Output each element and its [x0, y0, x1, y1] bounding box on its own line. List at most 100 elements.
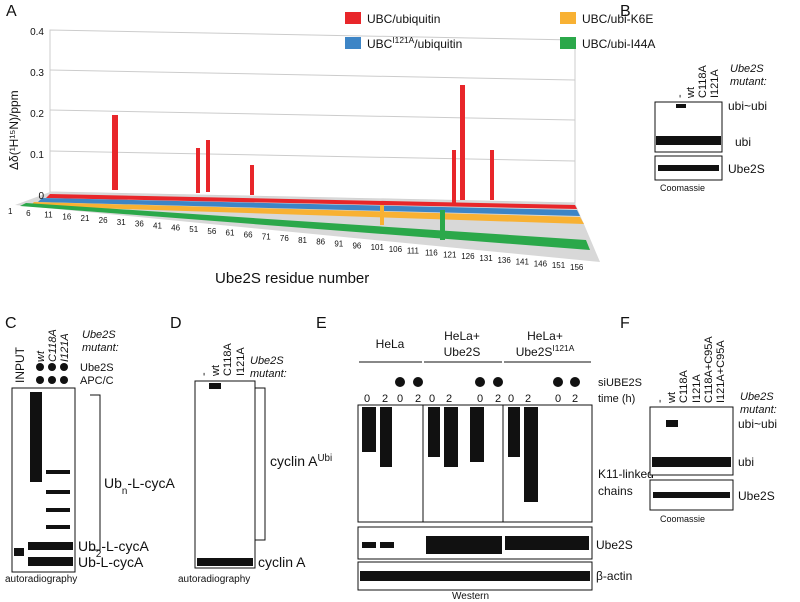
y-tick-label: 0.4 — [30, 27, 44, 38]
band — [676, 104, 686, 108]
text-part: cyclin A — [258, 554, 306, 570]
x-tick-label: 131 — [479, 254, 493, 263]
x-tick-label: 101 — [371, 243, 385, 252]
y-tick-label: 0.3 — [30, 68, 44, 79]
x-tick-label: 76 — [280, 234, 289, 243]
legend-swatch — [560, 12, 576, 24]
x-tick-label: 66 — [244, 230, 253, 239]
text-part: UBC — [367, 37, 393, 51]
lane-label: wt — [666, 392, 678, 404]
x-tick-label: 71 — [262, 232, 271, 241]
x-tick-label: 106 — [389, 245, 403, 254]
row-label: time (h) — [598, 393, 635, 405]
subscript: 2 — [96, 549, 101, 560]
y-tick-label: 0.1 — [30, 150, 44, 161]
legend-swatch — [345, 37, 361, 49]
x-tick-label: 136 — [497, 256, 511, 265]
y-tick-label: 0 — [38, 191, 44, 202]
row-label: APC/C — [80, 375, 114, 387]
band-label: Ube2S — [738, 489, 775, 503]
grid — [49, 69, 576, 162]
group-label: Ube2S — [444, 345, 481, 359]
x-tick-label: 56 — [207, 227, 216, 236]
group-label: HeLa — [376, 337, 405, 351]
band — [652, 457, 731, 467]
x-tick-label: 151 — [552, 261, 566, 270]
time-label: 2 — [382, 393, 388, 405]
text-part: UBC/ubi-K6E — [582, 12, 653, 26]
panel-label: E — [316, 315, 327, 332]
time-label: 0 — [364, 393, 370, 405]
caption: Coomassie — [660, 514, 705, 524]
caption: Western — [452, 591, 489, 602]
panel-b: B - wt C118A I121A Ube2S mutant: ubi~ubi ub… — [620, 3, 767, 193]
lane-label: I121A+C95A — [715, 340, 727, 403]
band — [666, 420, 678, 427]
x-tick-label: 21 — [81, 214, 90, 223]
superscript: I121A — [552, 343, 574, 353]
superscript: I121A — [392, 35, 414, 45]
panel-label: D — [170, 315, 182, 332]
x-tick-label: 116 — [425, 249, 438, 258]
x-tick-label: 141 — [516, 258, 530, 267]
x-tick-label: 146 — [534, 259, 548, 268]
lane-label: INPUT — [13, 346, 27, 383]
text-part: Ub — [104, 475, 122, 491]
row-label: siUBE2S — [598, 377, 642, 389]
x-tick-label: 126 — [461, 252, 475, 261]
y-axis-label: Δδ(¹H¹⁵N)/ppm — [7, 90, 21, 170]
x-tick-label: 11 — [44, 211, 53, 220]
time-label: 2 — [446, 393, 452, 405]
bracket — [90, 394, 101, 551]
panel-a: A Δδ(¹H¹⁵N)/ppm 00.10.20.30.4 1 6 11 16 21 26… — [6, 3, 655, 287]
lane-label: C118A — [697, 65, 709, 98]
mutant-label: Ube2S — [82, 329, 116, 341]
legend-swatch — [345, 12, 361, 24]
lane-label: wt — [685, 87, 697, 99]
x-tick-label: 86 — [316, 238, 325, 247]
panel-label: B — [620, 3, 631, 20]
mutant-label: Ube2S — [740, 391, 774, 403]
dots — [395, 377, 580, 387]
band-label: ubi~ubi — [728, 99, 767, 113]
x-tick-label: 96 — [352, 241, 361, 250]
band-label: Ub-L-cycA — [78, 554, 144, 570]
text-part: UBC/ubiquitin — [367, 12, 440, 26]
text-part: Ub — [78, 538, 96, 554]
x-tick-label: 46 — [171, 223, 180, 232]
text-part: -L-cycA — [127, 475, 175, 491]
bands — [362, 407, 538, 502]
band-label: Ube2S — [728, 162, 765, 176]
text-part: Ub-L-cycA — [78, 554, 144, 570]
x-tick-label: 91 — [334, 240, 343, 249]
time-label: 0 — [429, 393, 435, 405]
band — [197, 558, 253, 566]
gel — [11, 387, 76, 573]
band-label: K11-linked — [598, 467, 654, 481]
lane-label: C118A+C95A — [703, 336, 715, 403]
x-tick-label: 51 — [189, 225, 198, 234]
x-tick-label: 31 — [117, 218, 126, 227]
x-tick-label: 156 — [570, 263, 584, 272]
time-label: 0 — [477, 393, 483, 405]
x-tick-label: 16 — [62, 212, 71, 221]
x-tick-label: 81 — [298, 236, 307, 245]
lane-label: I121A — [691, 374, 703, 403]
legend-label: UBC/ubiquitin — [367, 12, 440, 26]
band-label: cyclin AUbi — [270, 453, 332, 470]
lane-label: wt — [210, 365, 222, 377]
bands — [362, 536, 589, 554]
time-label: 0 — [508, 393, 514, 405]
band-label: chains — [598, 484, 633, 498]
x-tick-label: 1 — [8, 207, 13, 216]
caption: autoradiography — [5, 574, 77, 585]
x-tick-label: 121 — [443, 250, 457, 259]
band-label: ubi~ubi — [738, 417, 777, 431]
x-tick-label: 6 — [26, 209, 31, 218]
band-label: β-actin — [596, 569, 632, 583]
lane-label: I121A — [235, 347, 247, 376]
legend-swatch — [560, 37, 576, 49]
bands — [14, 392, 73, 566]
group-label: HeLa+ — [444, 329, 480, 343]
time-label: 0 — [397, 393, 403, 405]
